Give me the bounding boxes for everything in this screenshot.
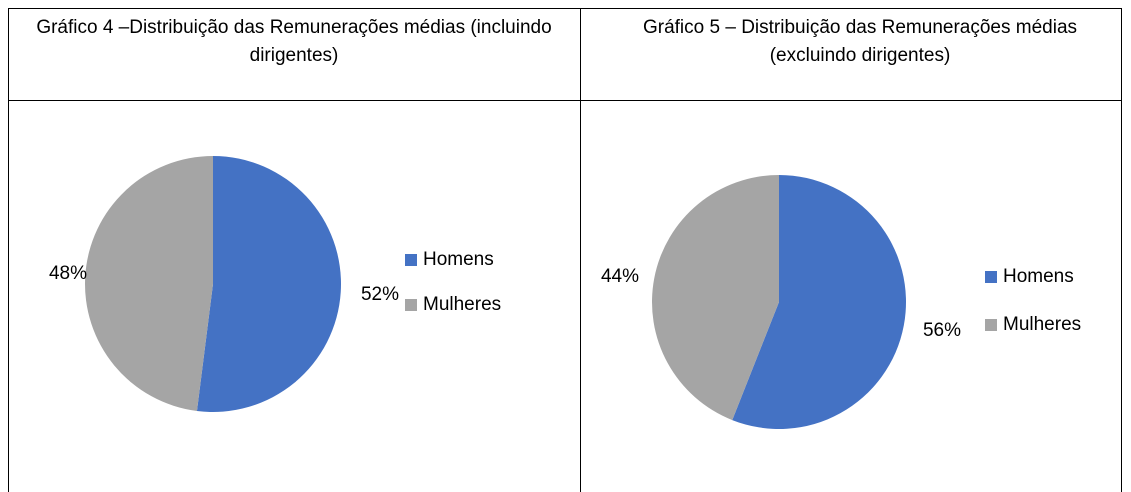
data-label: 52% bbox=[361, 284, 399, 305]
legend-swatch bbox=[985, 319, 997, 331]
legend-label: Homens bbox=[423, 249, 494, 270]
pie-slice bbox=[651, 174, 779, 421]
pie-slice bbox=[732, 175, 906, 429]
pie-slice bbox=[84, 156, 213, 411]
legend-label: Mulheres bbox=[1003, 314, 1081, 335]
data-label: 44% bbox=[601, 266, 639, 287]
chart-title: Gráfico 5 – Distribuição das Remuneraçõe… bbox=[642, 17, 1078, 66]
legend-swatch bbox=[985, 271, 997, 283]
legend-swatch bbox=[405, 254, 417, 266]
chart-title: Gráfico 4 –Distribuição das Remunerações… bbox=[36, 17, 552, 66]
pie-slice bbox=[196, 156, 341, 412]
legend-label: Homens bbox=[1003, 266, 1074, 287]
legend-swatch bbox=[405, 299, 417, 311]
legend-label: Mulheres bbox=[423, 294, 501, 315]
data-label: 56% bbox=[923, 320, 961, 341]
data-label: 48% bbox=[49, 263, 87, 284]
